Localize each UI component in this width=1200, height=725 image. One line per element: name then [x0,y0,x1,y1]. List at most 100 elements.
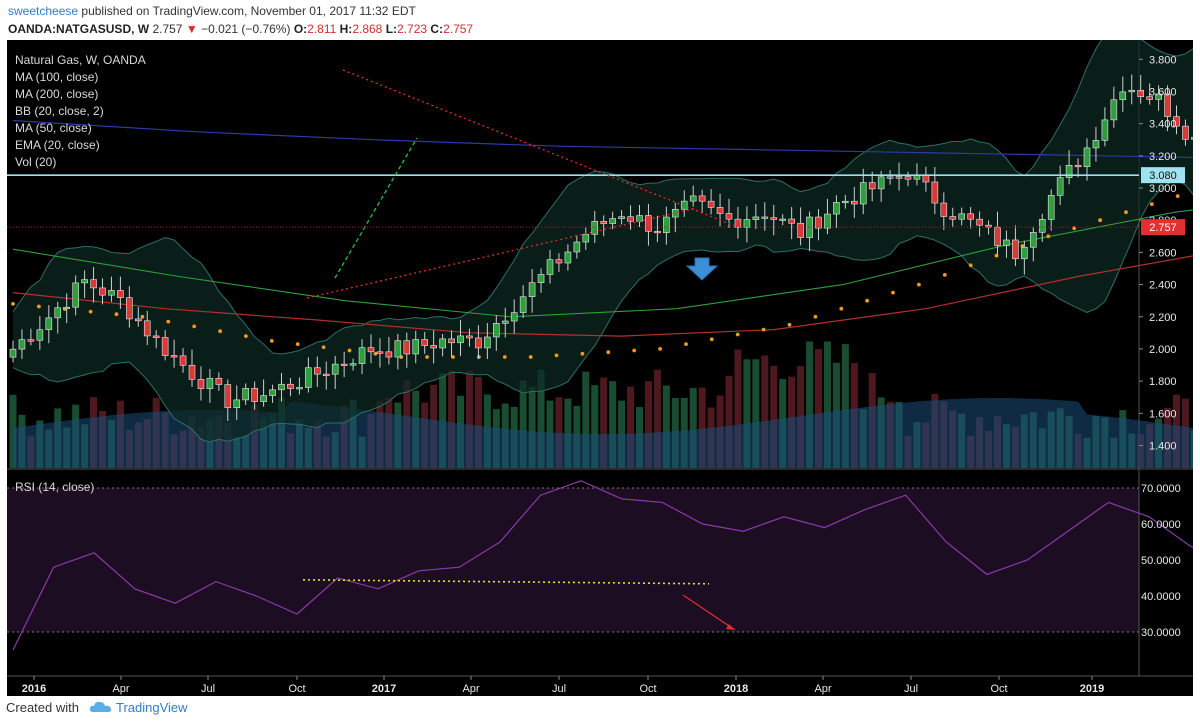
rsi-tick-label: 70.0000 [1141,483,1181,495]
open-label: O: [293,22,308,36]
resistance-badge: 3.080 [1141,167,1185,184]
resistance-badge-bg [1141,167,1185,184]
legend-title: Natural Gas, W, OANDA [15,53,146,67]
volume-bar [591,385,599,468]
volume-bar [582,371,590,468]
volume-bar [564,398,572,468]
candle [582,233,590,243]
price-tick-label: 3.800 [1149,54,1177,66]
candle [815,216,822,229]
candle [1003,239,1010,246]
candle [421,339,429,346]
time-tick-label: Apr [112,683,129,695]
legend-ma50: MA (50, close) [15,121,92,135]
ema20-dot [192,324,197,329]
ema20-dot [891,290,895,295]
candle [1065,165,1073,178]
footer-created: Created with [6,700,79,715]
candle [242,388,249,401]
candle [430,345,437,349]
time-tick-label: Jul [904,683,918,695]
candle [313,367,321,375]
candle [645,215,652,232]
ema20-dot [1149,202,1154,207]
candle [895,176,903,179]
legend-vol: Vol (20) [15,155,56,169]
symbol-name: OANDA:NATGASUSD, W [8,22,150,36]
candle [466,335,473,339]
candle [922,174,930,183]
candle [591,221,599,235]
candle [99,287,106,296]
candle [179,355,187,366]
candle [108,290,115,296]
candle [1083,147,1091,168]
chart-svg[interactable]: 3.8003.6003.4003.2003.0002.8002.6002.400… [7,29,1200,696]
volume-bar [519,380,527,468]
price-tick-label: 3.000 [1149,183,1177,195]
volume-bar [823,341,831,468]
ema20-dot [347,348,352,353]
candle [1164,93,1171,117]
time-tick-label: 2018 [724,683,748,695]
candle [716,207,724,214]
candle [1056,177,1064,196]
annotations [7,69,1139,299]
candle [904,176,912,180]
candle [600,221,608,224]
price-tick-label: 1.400 [1149,440,1177,452]
footer-brand[interactable]: TradingView [116,700,188,715]
candle [1012,239,1019,260]
candle [770,217,778,220]
candle [305,367,312,388]
volume-bar [537,369,545,468]
ema20-dot [1175,194,1180,199]
rsi-band-fill [7,488,1139,632]
candle [484,336,491,349]
author-link[interactable]: sweetcheese [8,4,79,18]
volume-bar [528,386,536,468]
candle [143,320,151,337]
ema20-dot [709,337,714,342]
volume-bar [698,387,706,468]
candle [725,213,733,220]
candle [806,216,813,238]
time-tick-label: Oct [990,683,1007,695]
ema20-dot [839,306,844,311]
ema20-dot [114,312,119,317]
last-price-badge-bg [1141,219,1185,236]
volume-bar [465,370,473,468]
tradingview-cloud-icon [89,701,111,712]
legend-ma200: MA (200, close) [15,87,98,101]
footer: Created with TradingView [6,700,188,715]
candle [976,218,983,226]
volume-bar [743,359,751,468]
time-tick-label: Jul [201,683,215,695]
volume-bar [609,381,617,468]
volume-bar [662,385,670,468]
down-arrow-icon [685,257,719,281]
ema20-dot [295,342,300,346]
ema20-dot [166,319,171,324]
rsi-arrow-line [682,594,736,631]
chart-area[interactable]: 3.8003.6003.4003.2003.0002.8002.6002.400… [7,29,1200,696]
last-price-badge: 2.757 [1141,219,1185,236]
candle [492,323,500,338]
candle [627,216,634,222]
axes: 3.8003.6003.4003.2003.0002.8002.6002.400… [22,54,1185,695]
close-value: 2.757 [443,22,474,36]
candle [1021,246,1028,260]
candle [761,216,769,219]
moving-averages [11,119,1200,359]
candle [859,182,867,205]
ma200-line [12,119,1200,159]
candle [72,282,79,308]
time-tick-label: Apr [814,683,831,695]
candle [296,387,303,390]
last-price: 2.757 [152,22,183,36]
bb-lower [12,180,1200,443]
ema20-dot [1098,218,1102,223]
ema20-dot [606,350,611,355]
rsi-tick-label: 60.0000 [1141,519,1181,531]
candle [967,213,974,220]
